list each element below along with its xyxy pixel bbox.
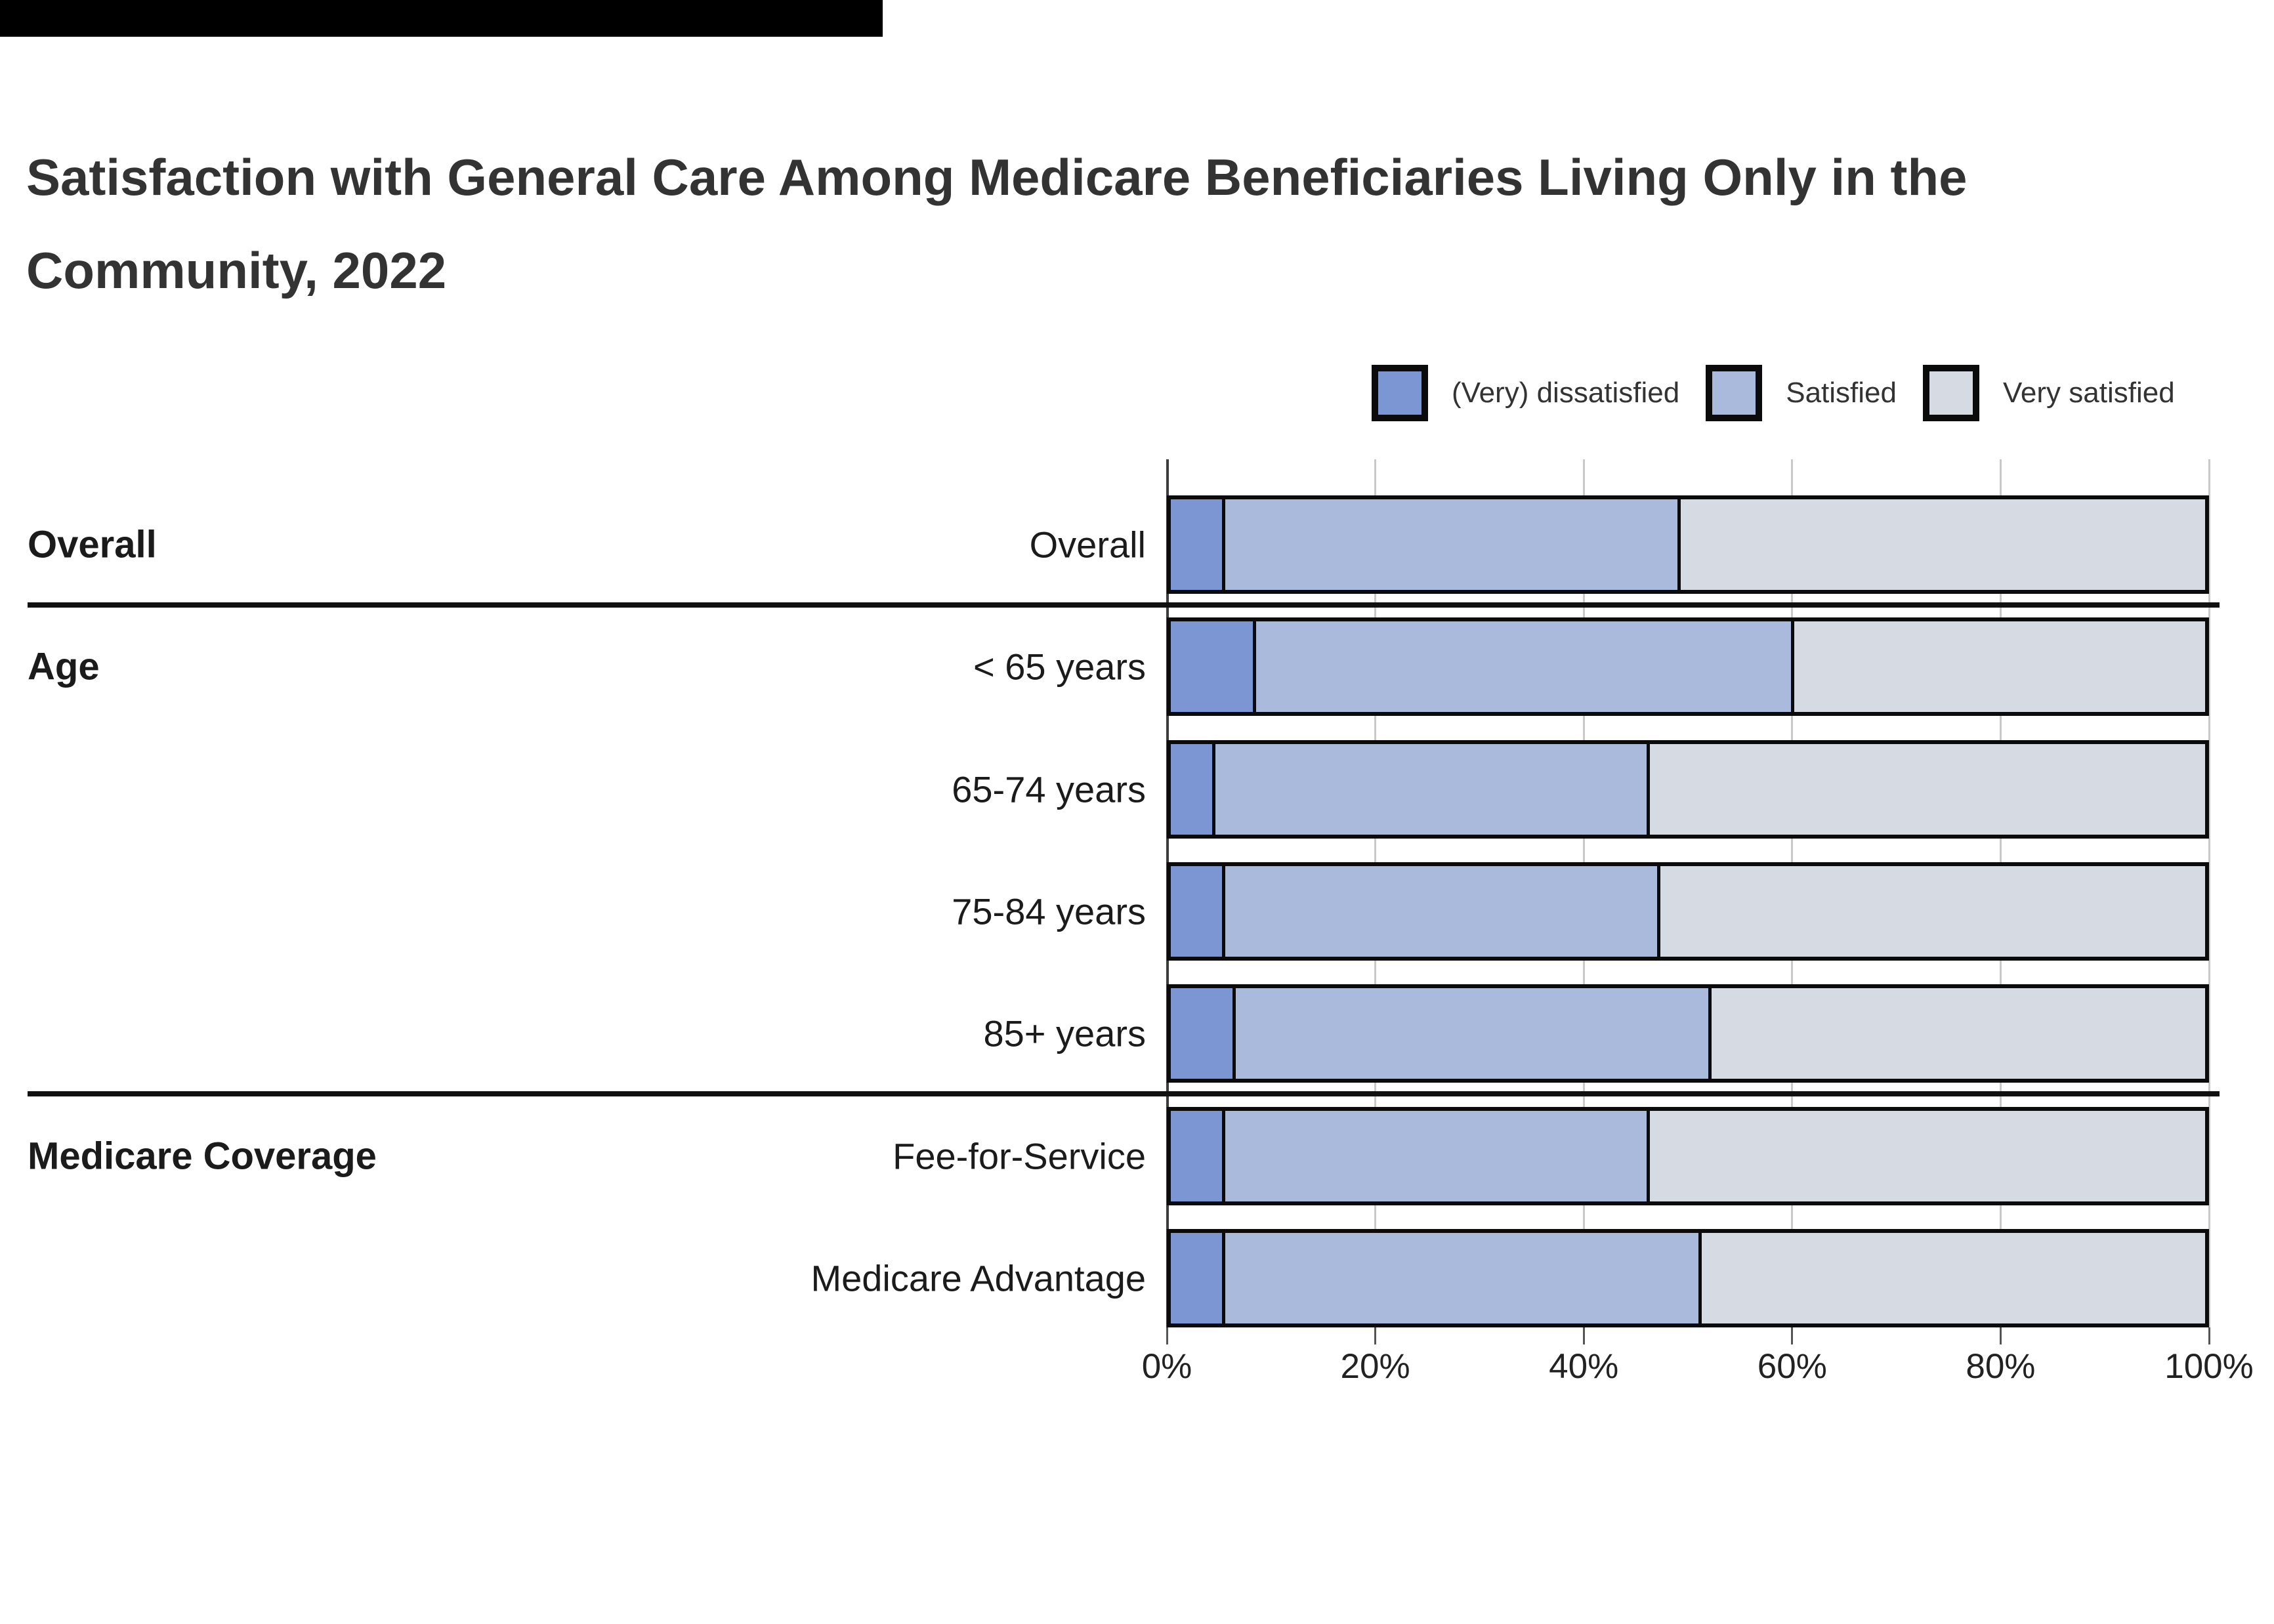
group-separator [28,602,2220,608]
bar-segment [1171,1232,1223,1323]
bar-segment [1701,1232,2205,1323]
row-label: Fee-for-Service [893,1135,1146,1177]
bar-row-5: 85+ years [0,984,2274,1083]
bar-segment [1171,743,1212,835]
legend-item-2: Satisfied [1706,365,1897,421]
group-label: Overall [28,523,157,566]
legend-label: (Very) dissatisfied [1452,377,1680,409]
bar-row-4: 75-84 years [0,862,2274,961]
bar-segment [1225,1110,1647,1201]
x-axis-tick [1999,1327,2002,1344]
x-axis-tick-label: 100% [2164,1347,2254,1386]
bar-segment [1650,1110,2205,1201]
bar-segment [1171,865,1223,957]
legend-swatch-icon [1372,365,1428,421]
bar-rows-layer: Overall Overall < 65 years Age 65-74 years 75… [0,459,2274,1327]
bar-segment [1171,621,1253,713]
stacked-bar [1167,1106,2209,1205]
x-axis-tick-label: 80% [1966,1347,2036,1386]
stacked-bar [1167,739,2209,839]
x-axis-tick-label: 60% [1757,1347,1827,1386]
bar-segment [1256,621,1791,713]
chart-title: Satisfaction with General Care Among Med… [26,148,1968,299]
row-label: Overall [1029,524,1146,566]
stacked-bar [1167,1228,2209,1327]
bar-row-6: Fee-for-Service Medicare Coverage [0,1106,2274,1205]
bar-segment [1225,1232,1698,1323]
bar-segment [1235,988,1709,1079]
legend-item-3: Very satisfied [1923,365,2175,421]
stacked-bar [1167,862,2209,961]
x-axis-tick-label: 20% [1340,1347,1410,1386]
group-label: Age [28,645,100,688]
x-axis-tick [1791,1327,1794,1344]
x-axis-tick-label: 0% [1141,1347,1192,1386]
group-separator [28,1091,2220,1097]
group-label: Medicare Coverage [28,1135,377,1178]
bar-segment [1171,1110,1223,1201]
row-label: Medicare Advantage [811,1257,1146,1299]
legend-item-1: (Very) dissatisfied [1372,365,1679,421]
bar-row-1: Overall Overall [0,495,2274,594]
bar-segment [1171,499,1223,590]
bar-row-2: < 65 years Age [0,617,2274,717]
bar-row-3: 65-74 years [0,739,2274,839]
bar-segment [1712,988,2205,1079]
stacked-bar [1167,984,2209,1083]
row-label: 85+ years [983,1012,1147,1054]
row-label: 75-84 years [952,890,1146,932]
legend-label: Satisfied [1786,377,1897,409]
row-label: 65-74 years [952,768,1146,810]
x-axis-tick [1374,1327,1377,1344]
legend-swatch-icon [1923,365,1979,421]
stacked-bar [1167,617,2209,717]
bar-segment [1171,988,1232,1079]
x-axis-tick [1582,1327,1585,1344]
legend-swatch-icon [1706,365,1763,421]
x-axis-tick-label: 40% [1549,1347,1619,1386]
bar-segment [1660,865,2205,957]
top-black-bar [0,0,883,37]
bar-segment [1225,499,1678,590]
bar-row-7: Medicare Advantage [0,1228,2274,1327]
gridline-100 [2208,459,2210,1327]
bar-segment [1650,743,2205,835]
bar-segment [1794,621,2205,713]
bar-segment [1225,865,1658,957]
stacked-bar [1167,495,2209,594]
x-axis-tick [2208,1327,2210,1344]
legend: (Very) dissatisfied Satisfied Very satisfi… [1372,365,2175,421]
bar-segment [1215,743,1647,835]
x-axis-tick [1166,1327,1168,1344]
legend-label: Very satisfied [2003,377,2175,409]
bar-segment [1681,499,2205,590]
row-label: < 65 years [973,646,1146,688]
